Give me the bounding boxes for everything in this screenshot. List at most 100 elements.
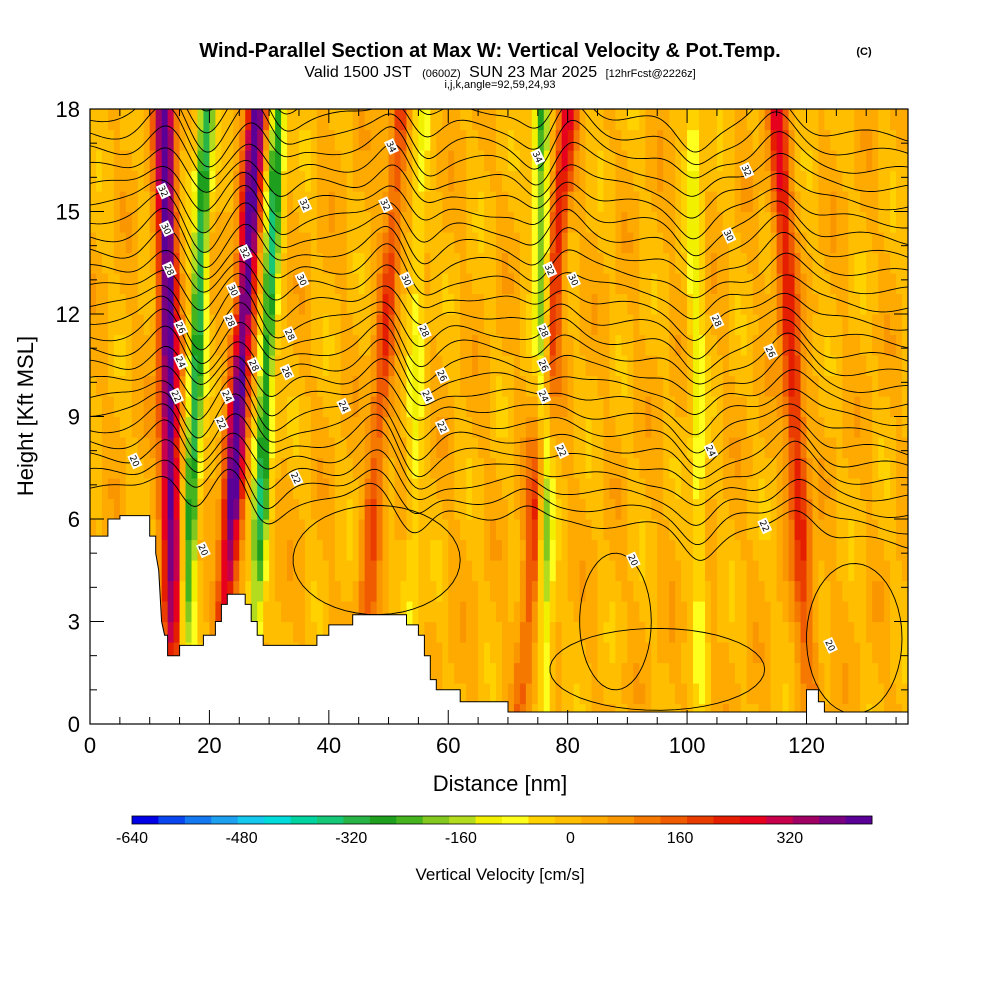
w-cell bbox=[866, 334, 873, 356]
w-cell bbox=[842, 273, 849, 295]
w-cell bbox=[746, 334, 754, 356]
w-cell bbox=[167, 150, 175, 172]
w-cell bbox=[884, 334, 891, 356]
w-cell bbox=[346, 150, 354, 172]
x-tick-label: 60 bbox=[436, 733, 460, 758]
w-cell bbox=[896, 355, 903, 377]
w-cell bbox=[496, 355, 503, 377]
w-cell bbox=[776, 211, 784, 233]
w-cell bbox=[287, 150, 294, 172]
w-cell bbox=[752, 211, 760, 233]
w-cell bbox=[872, 416, 879, 438]
w-cell bbox=[597, 252, 605, 274]
w-cell bbox=[513, 621, 521, 643]
w-cell bbox=[842, 642, 849, 664]
contour-label-text: 22 bbox=[434, 420, 448, 435]
w-cell bbox=[663, 191, 670, 213]
w-cell bbox=[137, 109, 145, 131]
w-cell bbox=[179, 252, 187, 274]
w-cell bbox=[794, 355, 802, 377]
w-cell bbox=[764, 560, 772, 582]
w-cell bbox=[251, 314, 258, 336]
w-cell bbox=[764, 457, 772, 479]
w-cell bbox=[890, 560, 897, 582]
w-cell bbox=[185, 170, 193, 192]
colorbar-swatch bbox=[554, 816, 582, 824]
w-cell bbox=[884, 170, 891, 192]
w-cell bbox=[101, 334, 109, 356]
w-cell bbox=[579, 437, 587, 459]
w-cell bbox=[752, 129, 760, 151]
w-cell bbox=[836, 642, 843, 664]
colorbar-swatch bbox=[158, 816, 186, 824]
w-cell bbox=[555, 457, 563, 479]
w-cell bbox=[693, 662, 700, 684]
w-cell bbox=[878, 642, 885, 664]
w-cell bbox=[364, 580, 372, 602]
w-cell bbox=[352, 375, 360, 397]
w-cell bbox=[663, 621, 670, 643]
w-cell bbox=[185, 150, 193, 172]
w-cell bbox=[848, 314, 855, 336]
w-cell bbox=[298, 129, 306, 151]
w-cell bbox=[770, 396, 778, 418]
w-cell bbox=[884, 416, 891, 438]
w-cell bbox=[298, 355, 306, 377]
w-cell bbox=[699, 642, 706, 664]
w-cell bbox=[842, 560, 849, 582]
w-cell bbox=[394, 478, 402, 500]
contour-label-text: 28 bbox=[416, 324, 430, 339]
w-cell bbox=[609, 334, 617, 356]
w-cell bbox=[890, 416, 897, 438]
w-cell bbox=[878, 211, 885, 233]
contour-label-box bbox=[173, 319, 189, 337]
w-cell bbox=[848, 519, 855, 541]
contour-label-text: 20 bbox=[625, 553, 639, 568]
w-cell bbox=[782, 109, 790, 131]
w-cell bbox=[263, 539, 270, 561]
w-cell bbox=[394, 539, 402, 561]
w-cell bbox=[436, 478, 443, 500]
w-cell bbox=[119, 252, 127, 274]
w-cell bbox=[734, 211, 742, 233]
w-cell bbox=[615, 683, 622, 705]
w-cell bbox=[639, 129, 646, 151]
w-cell bbox=[490, 129, 497, 151]
w-cell bbox=[830, 539, 837, 561]
w-cell bbox=[561, 109, 569, 131]
w-cell bbox=[872, 170, 879, 192]
w-cell bbox=[788, 273, 796, 295]
w-cell bbox=[430, 211, 437, 233]
w-cell bbox=[412, 355, 419, 377]
w-cell bbox=[466, 437, 473, 459]
w-cell bbox=[209, 416, 216, 438]
w-cell bbox=[716, 396, 724, 418]
w-cell bbox=[848, 437, 855, 459]
w-cell bbox=[400, 191, 408, 213]
w-cell bbox=[209, 252, 216, 274]
w-cell bbox=[770, 293, 778, 315]
w-cell bbox=[394, 498, 402, 520]
w-cell bbox=[519, 191, 527, 213]
w-cell bbox=[293, 334, 300, 356]
w-cell bbox=[227, 232, 234, 254]
w-cell bbox=[746, 314, 754, 336]
contour-label-text: 24 bbox=[419, 389, 433, 404]
w-cell bbox=[328, 273, 336, 295]
w-cell bbox=[322, 150, 330, 172]
contour-label-text: 26 bbox=[536, 359, 550, 374]
w-cell bbox=[394, 601, 402, 623]
x-axis: 0 20 40 60 80 100 120 bbox=[84, 109, 897, 758]
w-cell bbox=[90, 150, 97, 172]
w-cell bbox=[561, 314, 569, 336]
w-cell bbox=[878, 580, 885, 602]
w-cell bbox=[740, 232, 748, 254]
w-cell bbox=[800, 314, 808, 336]
w-cell bbox=[101, 498, 109, 520]
w-cell bbox=[884, 375, 891, 397]
w-cell bbox=[101, 252, 109, 274]
w-cell bbox=[215, 580, 222, 602]
w-cell bbox=[364, 232, 372, 254]
w-cell bbox=[693, 396, 700, 418]
w-cell bbox=[179, 293, 187, 315]
